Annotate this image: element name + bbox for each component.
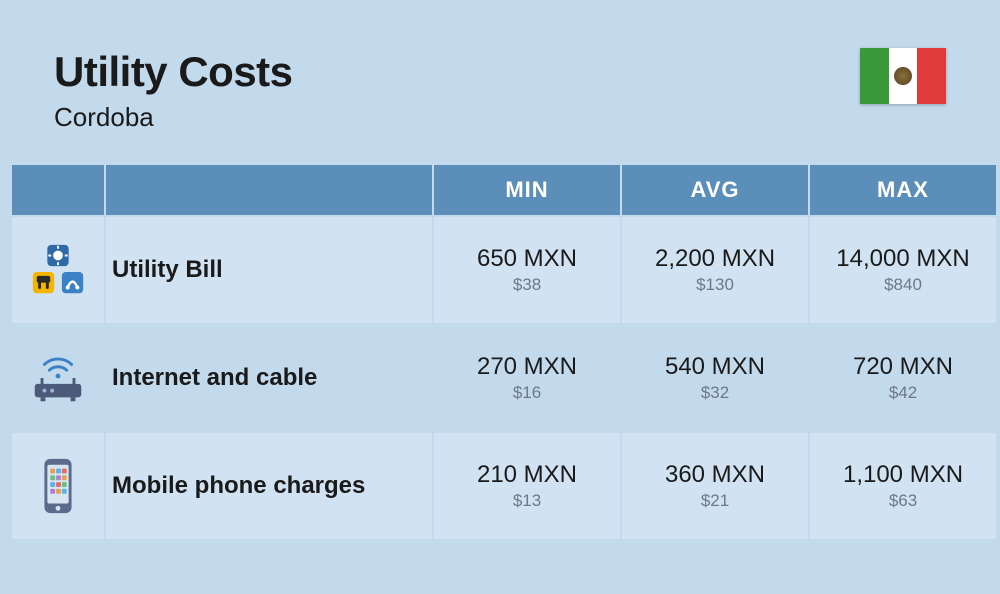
value-secondary: $63 xyxy=(889,491,917,511)
cell-max: 1,100 MXN $63 xyxy=(810,433,996,539)
cell-min: 650 MXN $38 xyxy=(434,217,620,323)
value-primary: 720 MXN xyxy=(853,353,953,381)
value-secondary: $16 xyxy=(513,383,541,403)
page-title: Utility Costs xyxy=(54,48,293,96)
mexico-flag-icon xyxy=(860,48,946,104)
value-secondary: $32 xyxy=(701,383,729,403)
cell-min: 270 MXN $16 xyxy=(434,325,620,431)
cell-max: 14,000 MXN $840 xyxy=(810,217,996,323)
value-secondary: $42 xyxy=(889,383,917,403)
header: Utility Costs Cordoba xyxy=(0,0,1000,165)
table-header-min: MIN xyxy=(434,165,620,215)
cell-avg: 2,200 MXN $130 xyxy=(622,217,808,323)
value-primary: 360 MXN xyxy=(665,461,765,489)
value-primary: 14,000 MXN xyxy=(836,245,969,273)
router-icon xyxy=(27,347,89,409)
value-primary: 210 MXN xyxy=(477,461,577,489)
flag-stripe-red xyxy=(917,48,946,104)
flag-stripe-green xyxy=(860,48,889,104)
page-subtitle: Cordoba xyxy=(54,102,293,133)
row-icon-cell xyxy=(12,217,104,323)
table-header-empty xyxy=(12,165,104,215)
cell-avg: 360 MXN $21 xyxy=(622,433,808,539)
costs-table: MIN AVG MAX Utility Bill 650 xyxy=(12,165,988,539)
row-label: Utility Bill xyxy=(106,217,432,323)
title-block: Utility Costs Cordoba xyxy=(54,48,293,133)
phone-icon xyxy=(27,455,89,517)
table-header-max: MAX xyxy=(810,165,996,215)
row-icon-cell xyxy=(12,325,104,431)
table-header-empty xyxy=(106,165,432,215)
value-secondary: $840 xyxy=(884,275,922,295)
value-secondary: $38 xyxy=(513,275,541,295)
table-body: Utility Bill 650 MXN $38 2,200 MXN $130 … xyxy=(12,217,988,539)
row-label: Mobile phone charges xyxy=(106,433,432,539)
value-secondary: $130 xyxy=(696,275,734,295)
value-secondary: $13 xyxy=(513,491,541,511)
table-row: Mobile phone charges 210 MXN $13 360 MXN… xyxy=(12,433,988,539)
utility-icon xyxy=(27,239,89,301)
flag-emblem-icon xyxy=(894,67,912,85)
row-icon-cell xyxy=(12,433,104,539)
value-primary: 1,100 MXN xyxy=(843,461,963,489)
cell-max: 720 MXN $42 xyxy=(810,325,996,431)
table-header-avg: AVG xyxy=(622,165,808,215)
row-label: Internet and cable xyxy=(106,325,432,431)
cell-min: 210 MXN $13 xyxy=(434,433,620,539)
table-row: Utility Bill 650 MXN $38 2,200 MXN $130 … xyxy=(12,217,988,323)
value-primary: 2,200 MXN xyxy=(655,245,775,273)
table-header-row: MIN AVG MAX xyxy=(12,165,988,215)
value-secondary: $21 xyxy=(701,491,729,511)
value-primary: 270 MXN xyxy=(477,353,577,381)
table-row: Internet and cable 270 MXN $16 540 MXN $… xyxy=(12,325,988,431)
cell-avg: 540 MXN $32 xyxy=(622,325,808,431)
value-primary: 650 MXN xyxy=(477,245,577,273)
value-primary: 540 MXN xyxy=(665,353,765,381)
